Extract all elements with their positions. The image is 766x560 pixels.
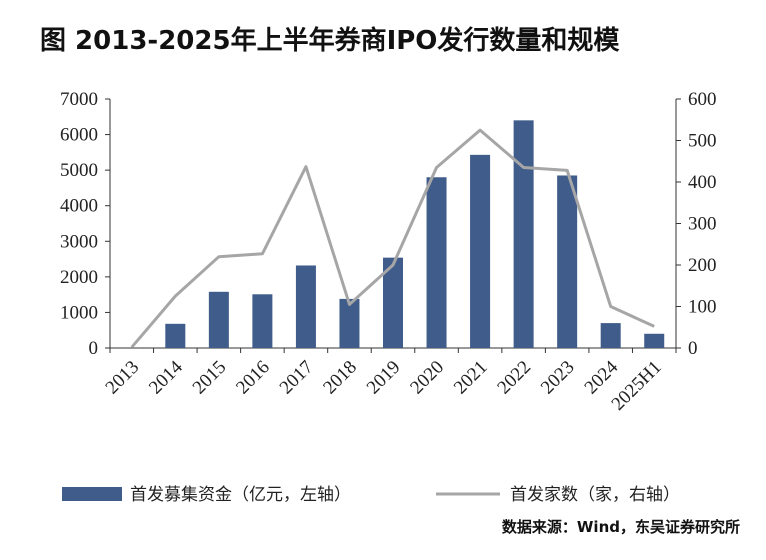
bar [644, 333, 665, 348]
bar [470, 154, 491, 348]
chart-legend: 首发募集资金（亿元，左轴） 首发家数（家，右轴） [62, 485, 680, 505]
x-tick-label: 2025H1 [608, 357, 666, 415]
x-tick-label: 2018 [319, 357, 361, 399]
left-tick-label: 7000 [60, 89, 98, 110]
right-tick-label: 400 [688, 172, 717, 193]
source-note: 数据来源：Wind，东吴证券研究所 [501, 518, 740, 536]
x-tick-label: 2017 [276, 357, 318, 399]
right-tick-label: 300 [688, 214, 717, 235]
x-tick-label: 2023 [537, 357, 579, 399]
line-series [130, 128, 655, 349]
x-tick-label: 2022 [493, 357, 535, 399]
right-tick-label: 100 [688, 297, 717, 318]
left-tick-label: 6000 [60, 125, 98, 146]
bar [165, 323, 186, 348]
bar [600, 323, 621, 348]
legend-swatch-bar [62, 487, 122, 501]
right-tick-label: 600 [688, 89, 717, 110]
bar [295, 265, 316, 348]
bar [208, 291, 229, 348]
bar [252, 294, 273, 348]
tick-labels: 0 1000 2000 3000 4000 5000 6000 7000 0 100 200 300 4… [60, 89, 717, 415]
x-tick-label: 2019 [363, 357, 405, 399]
x-tick-label: 2016 [232, 357, 274, 399]
right-tick-label: 0 [688, 338, 698, 359]
x-tick-label: 2014 [145, 356, 187, 398]
chart-title: 图 2013-2025年上半年券商IPO发行数量和规模 [40, 26, 620, 56]
x-tick-label: 2015 [189, 357, 231, 399]
legend-label-bar: 首发募集资金（亿元，左轴） [130, 485, 351, 505]
left-tick-label: 1000 [60, 302, 98, 323]
right-tick-label: 200 [688, 255, 717, 276]
left-tick-label: 0 [89, 338, 99, 359]
bar [383, 257, 403, 348]
x-tick-label: 2021 [450, 357, 492, 399]
x-tick-label: 2020 [406, 357, 448, 399]
bar [513, 120, 534, 348]
right-tick-label: 500 [688, 131, 717, 152]
left-tick-label: 5000 [60, 160, 98, 181]
bar [339, 298, 360, 348]
left-tick-label: 2000 [60, 267, 98, 288]
legend-label-line: 首发家数（家，右轴） [510, 485, 680, 505]
left-tick-label: 3000 [60, 231, 98, 252]
x-tick-label: 2013 [102, 357, 144, 399]
bar [557, 175, 578, 348]
bar-series [165, 120, 665, 348]
bar [426, 177, 447, 348]
left-tick-label: 4000 [60, 196, 98, 217]
